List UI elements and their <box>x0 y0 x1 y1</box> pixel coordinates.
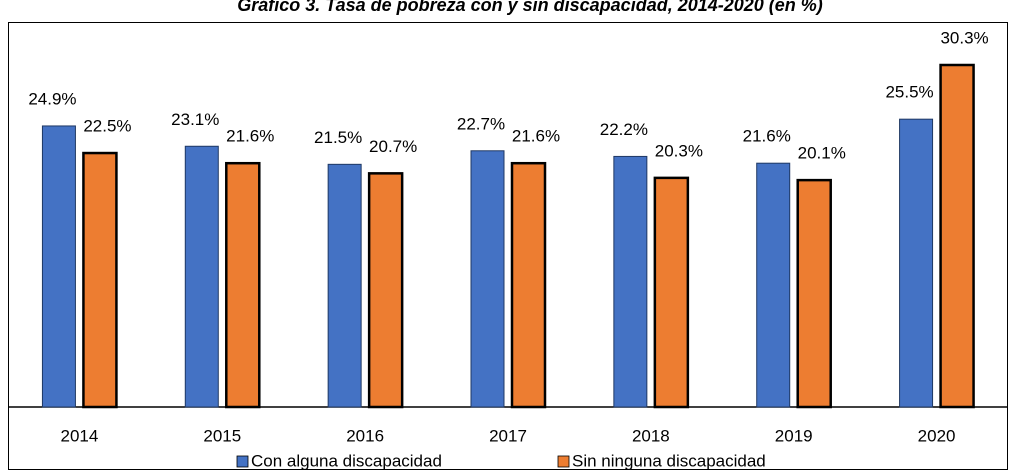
x-tick-label: 2015 <box>203 426 241 445</box>
bar <box>41 125 76 408</box>
legend-swatch <box>236 455 249 468</box>
bar <box>82 151 118 409</box>
bar <box>470 150 505 408</box>
bar <box>327 163 362 408</box>
bar <box>899 118 934 408</box>
x-tick-label: 2018 <box>632 426 670 445</box>
data-label: 22.2% <box>600 120 648 139</box>
data-label: 21.6% <box>226 127 274 146</box>
data-label: 30.3% <box>940 28 988 47</box>
x-tick-label: 2020 <box>918 426 956 445</box>
data-label: 20.1% <box>798 144 846 163</box>
data-label: 22.7% <box>457 114 505 133</box>
bar <box>756 162 791 408</box>
bar <box>225 161 261 409</box>
legend-swatch <box>557 455 570 468</box>
x-tick-label: 2019 <box>775 426 813 445</box>
data-label: 22.5% <box>83 117 131 136</box>
data-label: 21.5% <box>314 128 362 147</box>
data-label: 20.3% <box>655 141 703 160</box>
bar <box>184 145 219 408</box>
data-label: 25.5% <box>885 83 933 102</box>
chart-border <box>8 22 1008 470</box>
bar <box>653 176 690 409</box>
data-label: 24.9% <box>28 89 76 108</box>
bar <box>613 155 648 408</box>
x-tick-label: 2017 <box>489 426 527 445</box>
legend-label: Sin ninguna discapacidad <box>572 451 766 470</box>
x-tick-label: 2016 <box>346 426 384 445</box>
data-label: 20.7% <box>369 137 417 156</box>
bar <box>510 161 547 409</box>
bar <box>939 63 975 409</box>
x-tick-label: 2014 <box>61 426 99 445</box>
data-label: 23.1% <box>171 110 219 129</box>
data-label: 21.6% <box>512 127 560 146</box>
bar <box>796 178 832 409</box>
chart-title: Gráfico 3. Tasa de pobreza con y sin dis… <box>237 0 823 15</box>
bar <box>367 172 404 409</box>
legend-label: Con alguna discapacidad <box>251 451 442 470</box>
data-label: 21.6% <box>743 127 791 146</box>
